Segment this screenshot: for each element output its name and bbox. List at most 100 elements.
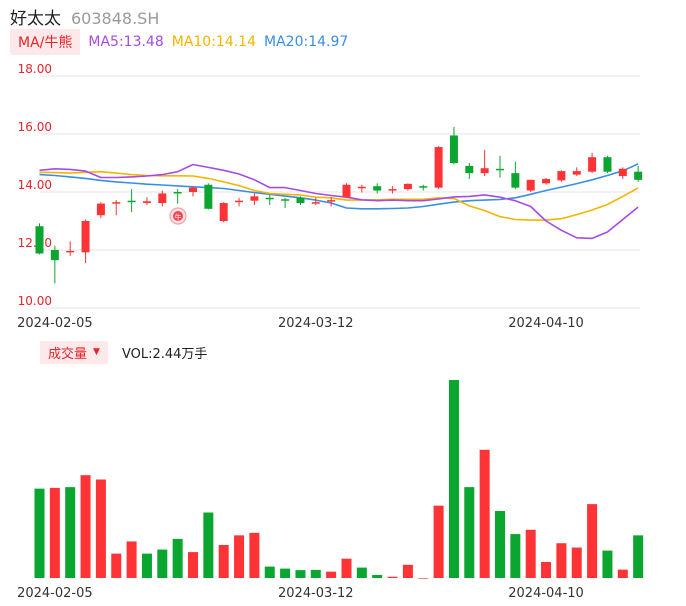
candle-body bbox=[388, 189, 397, 191]
candle-body bbox=[327, 200, 336, 202]
volume-bar bbox=[65, 487, 76, 578]
x-tick-label: 2024-03-12 bbox=[278, 316, 354, 331]
y-tick-label: 10.00 bbox=[18, 294, 52, 308]
volume-bar bbox=[418, 578, 429, 579]
indicator-selector-button[interactable]: 成交量 ▼ bbox=[40, 340, 108, 364]
candle bbox=[572, 167, 581, 177]
candle bbox=[96, 202, 105, 219]
candlesticks bbox=[35, 126, 643, 284]
y-tick-label: 16.00 bbox=[18, 120, 52, 134]
candle-body bbox=[189, 187, 197, 192]
candle-body bbox=[96, 203, 105, 216]
candle bbox=[265, 194, 274, 206]
candle-body bbox=[603, 157, 612, 172]
candle-body bbox=[173, 192, 182, 194]
volume-bar bbox=[95, 479, 106, 578]
volume-bar bbox=[387, 576, 398, 578]
volume-bar bbox=[571, 547, 582, 578]
volume-bar bbox=[510, 534, 521, 578]
price-grid bbox=[40, 75, 640, 309]
candle bbox=[81, 219, 90, 264]
volume-x-axis: 2024-02-05 2024-03-12 2024-04-10 bbox=[17, 586, 584, 601]
x-tick-label: 2024-03-12 bbox=[278, 586, 354, 601]
volume-bar bbox=[203, 512, 214, 578]
price-x-axis: 2024-02-05 2024-03-12 2024-04-10 bbox=[17, 316, 584, 331]
candle-body bbox=[265, 197, 274, 200]
candle bbox=[50, 245, 59, 284]
candle-body bbox=[311, 202, 320, 204]
volume-bar bbox=[448, 380, 459, 578]
moving-average-lines bbox=[39, 163, 639, 240]
candle bbox=[542, 178, 551, 185]
candle bbox=[112, 200, 121, 216]
candle bbox=[373, 183, 382, 194]
candle bbox=[634, 165, 643, 182]
volume-bar bbox=[617, 569, 628, 578]
candle-body bbox=[434, 147, 443, 188]
candle-body bbox=[127, 200, 136, 203]
ma10-legend: MA10:14.14 bbox=[171, 34, 257, 50]
volume-bars bbox=[34, 380, 644, 579]
candle bbox=[189, 186, 197, 197]
volume-bar bbox=[326, 571, 337, 578]
candle bbox=[35, 223, 44, 255]
volume-bar bbox=[157, 549, 168, 578]
volume-bar bbox=[556, 543, 567, 578]
volume-bar bbox=[602, 550, 613, 578]
candle bbox=[173, 189, 182, 204]
candle bbox=[511, 161, 520, 190]
candle-body bbox=[403, 183, 412, 190]
volume-bar bbox=[495, 510, 505, 578]
candle-body bbox=[250, 196, 259, 201]
volume-bar bbox=[464, 487, 475, 578]
candle bbox=[142, 197, 151, 206]
candle-body bbox=[296, 197, 305, 204]
ma5-legend: MA5:13.48 bbox=[88, 34, 164, 50]
candle bbox=[219, 202, 228, 223]
caret-down-icon: ▼ bbox=[93, 347, 100, 357]
ma-selector-button[interactable]: MA/牛熊 bbox=[10, 29, 81, 55]
stock-code: 603848.SH bbox=[71, 9, 160, 28]
candle-body bbox=[66, 250, 75, 253]
volume-bar bbox=[172, 538, 183, 578]
x-tick-label: 2024-02-05 bbox=[17, 316, 93, 331]
candle bbox=[403, 183, 412, 191]
x-tick-label: 2024-04-10 bbox=[508, 316, 584, 331]
volume-bar bbox=[356, 567, 367, 578]
volume-bar bbox=[525, 529, 536, 578]
candle-body bbox=[219, 203, 228, 221]
bull-icon: 牛 bbox=[175, 213, 182, 222]
candle bbox=[357, 184, 366, 193]
candle bbox=[66, 241, 75, 256]
volume-bar bbox=[280, 568, 291, 578]
candle bbox=[419, 184, 428, 191]
ma20-legend: MA20:14.97 bbox=[264, 34, 349, 50]
volume-bar bbox=[433, 505, 444, 578]
candle-body bbox=[35, 226, 44, 254]
candle bbox=[603, 155, 612, 174]
stock-name: 好太太 bbox=[10, 9, 61, 29]
candle-body bbox=[449, 135, 458, 163]
volume-bar bbox=[49, 487, 60, 578]
candle-body bbox=[526, 179, 535, 191]
ma20-line bbox=[39, 163, 639, 210]
ma-legend: MA/牛熊 MA5:13.48 MA10:14.14 MA20:14.97 bbox=[10, 29, 349, 55]
ma10-line bbox=[39, 170, 639, 221]
x-tick-label: 2024-04-10 bbox=[508, 586, 584, 601]
indicator-selector-label: 成交量 bbox=[48, 346, 88, 362]
volume-bar bbox=[541, 562, 552, 578]
candle bbox=[588, 152, 597, 174]
y-tick-label: 12.00 bbox=[18, 236, 52, 250]
volume-bar bbox=[587, 504, 598, 578]
candle bbox=[327, 197, 336, 207]
candle bbox=[235, 197, 244, 207]
volume-bar bbox=[372, 574, 383, 578]
volume-bar bbox=[295, 570, 306, 578]
title-row: 好太太 603848.SH bbox=[10, 4, 160, 29]
candle bbox=[557, 170, 566, 182]
bull-marker: 牛 bbox=[169, 207, 187, 225]
volume-bar bbox=[341, 558, 352, 578]
candle-body bbox=[373, 186, 382, 191]
candle-body bbox=[81, 221, 90, 253]
